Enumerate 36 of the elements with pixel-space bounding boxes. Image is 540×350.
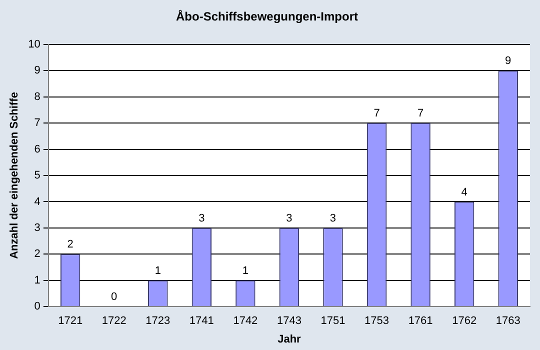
y-tick-label: 6: [34, 143, 40, 156]
data-label: 3: [330, 212, 336, 224]
x-tick-label: 1721: [58, 315, 83, 328]
data-label: 7: [417, 108, 424, 120]
data-label: 7: [374, 108, 380, 120]
y-tick-label: 9: [34, 64, 40, 77]
x-tick-label: 1761: [408, 315, 433, 328]
x-tick-label: 1741: [189, 315, 214, 328]
y-tick-label: 3: [34, 222, 40, 234]
x-tick-label: 1723: [146, 315, 170, 328]
y-tick-label: 2: [34, 248, 40, 260]
y-tick-label: 8: [34, 90, 40, 103]
y-tick-label: 4: [34, 196, 40, 208]
x-axis-title: Jahr: [278, 333, 302, 346]
x-tick-label: 1751: [320, 315, 346, 328]
y-tick-label: 10: [28, 38, 40, 50]
x-tick-label: 1753: [364, 315, 390, 328]
x-tick-label: 1762: [452, 315, 477, 328]
y-axis-title: Anzahl der eingehenden Schiffe: [8, 92, 21, 259]
x-tick-label: 1722: [102, 315, 126, 328]
data-label: 2: [67, 238, 74, 251]
data-label: 4: [461, 186, 468, 198]
data-label: 1: [154, 264, 161, 277]
x-tick-label: 1743: [276, 315, 302, 328]
x-tick-label: 1742: [233, 315, 258, 328]
x-tick-label: 1763: [496, 315, 520, 328]
y-tick-label: 5: [34, 170, 40, 182]
data-label: 3: [198, 212, 205, 224]
y-tick-label: 0: [34, 300, 40, 313]
data-label: 1: [242, 264, 248, 277]
data-label: 0: [111, 291, 118, 304]
data-label: 9: [505, 55, 512, 68]
y-tick-label: 7: [34, 117, 40, 130]
chart-title: Åbo-Schiffsbewegungen-Import: [176, 10, 358, 24]
y-tick-label: 1: [34, 274, 40, 286]
data-label: 3: [286, 212, 292, 224]
